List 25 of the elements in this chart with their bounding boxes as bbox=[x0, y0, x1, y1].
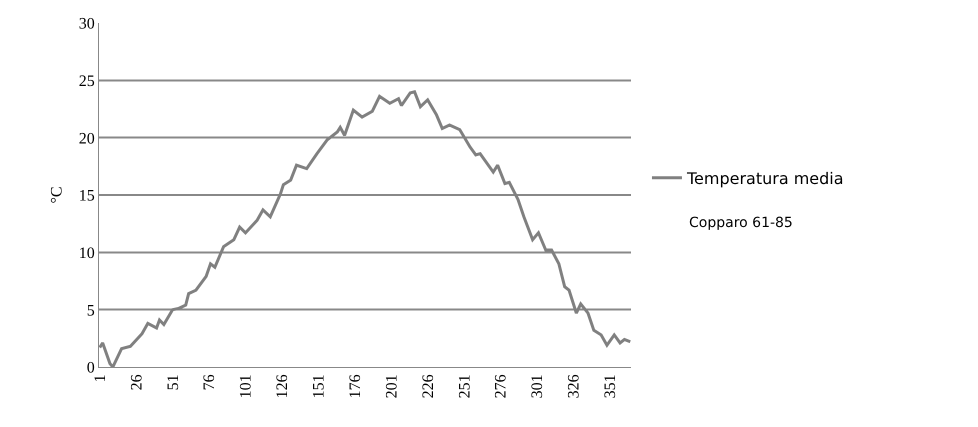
y-tick-label: 25 bbox=[78, 72, 95, 90]
y-axis-title: °C bbox=[48, 186, 66, 204]
x-tick-label: 1 bbox=[92, 374, 109, 382]
y-tick-label: 20 bbox=[78, 130, 95, 148]
x-tick-label: 276 bbox=[492, 374, 510, 398]
text: Copparo 61-85 bbox=[689, 215, 793, 231]
y-tick-label: 30 bbox=[78, 16, 95, 33]
y-tick-label: 10 bbox=[78, 244, 95, 262]
x-tick-label: 251 bbox=[456, 374, 474, 398]
x-tick-label: 176 bbox=[347, 374, 364, 398]
x-tick-label: 51 bbox=[164, 374, 182, 390]
x-tick-label: 226 bbox=[420, 374, 437, 398]
x-tick-label: 126 bbox=[274, 374, 292, 398]
legend-label: Temperatura media bbox=[686, 168, 844, 188]
x-tick-label: 26 bbox=[128, 374, 146, 390]
y-tick-label: 5 bbox=[86, 302, 95, 320]
y-tick-label: 15 bbox=[78, 188, 95, 205]
x-tick-label: 301 bbox=[529, 374, 546, 398]
x-tick-label: 101 bbox=[238, 374, 255, 398]
x-tick-label: 151 bbox=[310, 374, 328, 398]
x-tick-label: 201 bbox=[383, 374, 400, 398]
x-tick-label: 76 bbox=[201, 374, 218, 390]
x-tick-label: 351 bbox=[602, 374, 620, 398]
y-tick-label: 0 bbox=[86, 360, 95, 377]
x-tick-label: 326 bbox=[566, 374, 583, 398]
